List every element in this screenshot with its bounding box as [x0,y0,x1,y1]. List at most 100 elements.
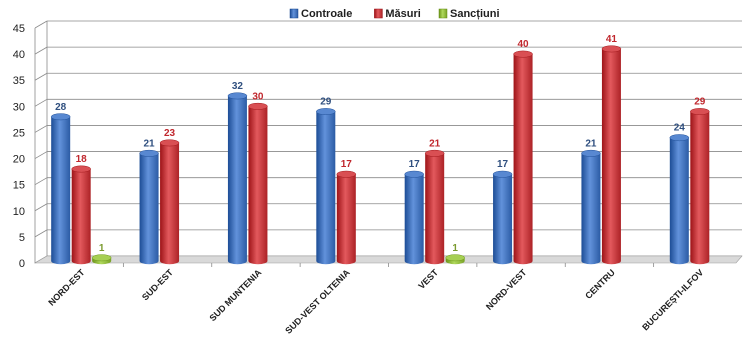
bar-body [160,142,180,265]
bar-body [71,169,91,265]
data-label-masuri: 21 [429,138,441,149]
bar-body [425,153,445,265]
y-tick-label: 10 [13,206,25,218]
bar-cap [404,170,424,178]
bar-controale-sud-est [139,149,159,265]
bar-sanctiuni-vest [445,254,465,265]
bar-body [601,48,621,265]
y-tick-label: 45 [13,23,25,35]
bar-cap [316,108,336,116]
gridline-depth [34,20,48,29]
bar-cap [336,170,357,178]
legend-swatch [374,8,383,19]
legend-item-masuri: Măsuri [374,8,421,20]
bar-body [493,174,513,265]
bar-cap [669,134,690,142]
bar-cap [91,254,112,262]
bar-body [336,174,356,265]
data-label-controale: 21 [585,138,597,149]
data-label-controale: 24 [674,123,686,134]
bar-controale-centru [581,149,601,265]
bar-body [139,153,159,265]
bar-controale-sud-muntenia [227,92,248,265]
data-label-masuri: 30 [252,91,264,102]
bar-body [227,95,247,265]
bar-controale-sud-vest-oltenia [316,108,336,265]
bar-controale-nord-est [50,113,71,265]
bars [50,45,710,265]
legend-item-controale: Controale [289,8,352,20]
bar-masuri-nord-vest [513,50,533,265]
y-tick-label: 25 [13,127,25,139]
bar-masuri-nord-est [71,165,91,265]
data-label-sanctiuni: 1 [452,243,458,254]
gridline-depth [34,229,48,238]
legend-item-sanctiuni: Sancțiuni [438,8,500,20]
bar-body [248,106,268,265]
data-label-masuri: 18 [76,154,88,165]
data-label-sanctiuni: 1 [99,243,105,254]
data-label-controale: 32 [232,81,244,92]
gridline-depth [34,125,48,133]
bar-cap [424,149,445,157]
bar-masuri-sud-est [159,139,180,265]
data-label-controale: 28 [55,102,67,113]
bar-masuri-bucuresti-ilfov [690,108,710,265]
bar-masuri-sud-muntenia [248,102,268,265]
bar-controale-nord-vest [492,170,513,265]
data-label-controale: 21 [144,138,156,149]
data-label-controale: 17 [497,159,509,170]
legend-label: Sancțiuni [450,8,500,20]
x-category-label: VEST [416,267,440,291]
bar-masuri-centru [601,45,622,265]
data-label-masuri: 17 [341,159,353,170]
bar-cap [581,149,601,157]
data-labels: 28 18 1 21 23 32 30 29 17 17 21 1 17 40 21 41 24 29 [55,34,706,254]
y-tick-label: 40 [13,49,25,61]
bar-body [513,54,533,265]
axes: 0 5 10 15 20 25 30 35 40 45 NORD-EST SUD-EST SUD MUN… [13,21,743,336]
bar-body [51,116,71,265]
bar-cap [227,92,248,100]
gridline-depth [34,98,48,107]
gridline-depth [34,177,48,186]
bar-cap [248,102,268,110]
gridline-depth [34,72,48,81]
data-label-masuri: 29 [694,97,706,108]
bar-cap [71,165,91,173]
gridline-depth [34,203,48,212]
x-category-label: SUD-VEST OLTENIA [283,267,352,336]
bar-controale-vest [404,170,424,265]
bar-masuri-vest [424,149,445,265]
bar-body [404,174,424,265]
bar-cap [445,254,465,262]
y-tick-label: 20 [13,154,25,166]
x-category-label: SUD MUNTENIA [207,267,263,323]
y-tick-label: 15 [13,180,25,192]
gridline-depth [34,46,48,55]
bar-cap [159,139,180,147]
legend: Controale Măsuri Sancțiuni [289,8,500,20]
bar-masuri-sud-vest-oltenia [336,170,357,265]
bar-cap [690,108,710,116]
y-tick-label: 30 [13,101,25,113]
x-category-label: CENTRU [583,267,617,301]
legend-swatch [289,8,299,19]
gridline-depth [34,151,48,159]
x-category-label: SUD-EST [140,267,175,302]
bar-body [316,111,336,265]
data-label-masuri: 41 [606,34,618,45]
data-label-controale: 29 [320,97,332,108]
bar-sanctiuni-nord-est [91,254,112,265]
x-category-label: NORD-EST [46,267,87,308]
data-label-controale: 17 [409,159,421,170]
y-tick-label: 0 [19,258,25,270]
legend-label: Controale [301,8,352,20]
bar-body [669,137,689,265]
bar-cap [492,170,513,178]
y-tick-label: 5 [19,232,25,244]
bar-body [690,111,710,265]
bar-cap [50,113,71,121]
